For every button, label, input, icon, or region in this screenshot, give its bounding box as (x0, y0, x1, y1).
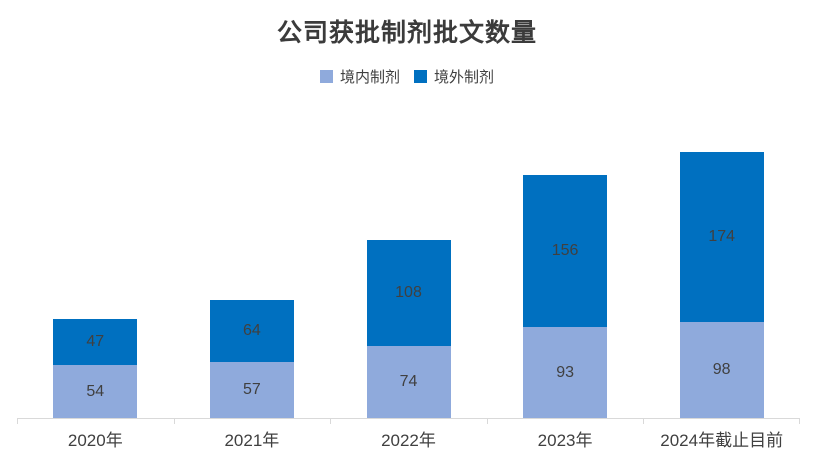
segment-境外制剂-2023年: 156 (523, 174, 608, 328)
category-label-2021年: 2021年 (224, 431, 280, 450)
data-label: 93 (556, 363, 574, 381)
segment-境外制剂-2022年: 108 (366, 240, 451, 346)
bar-2021年: 57 64 (209, 299, 294, 418)
axis-tick (486, 418, 488, 424)
axis-tick (173, 418, 175, 424)
segment-境内制剂-2024年截止目前: 98 (679, 322, 764, 418)
bar-2020年: 54 47 (53, 319, 138, 418)
legend-label-overseas: 境外制剂 (434, 69, 495, 86)
bar-2024年截止目前: 98 174 (679, 152, 764, 418)
data-label: 174 (708, 228, 736, 246)
bar-2022年: 74 108 (366, 240, 451, 418)
data-label: 54 (86, 382, 105, 400)
segment-境外制剂-2020年: 47 (53, 319, 138, 366)
data-label: 74 (399, 372, 418, 390)
segment-境内制剂-2023年: 93 (523, 327, 608, 418)
bar-2023年: 93 156 (523, 174, 608, 418)
data-label: 57 (242, 381, 261, 399)
category-label-2024年截止目前: 2024年截止目前 (660, 431, 784, 450)
segment-境内制剂-2020年: 54 (53, 365, 138, 418)
axis-tick (799, 418, 800, 424)
category-label-2022年: 2022年 (381, 431, 436, 450)
legend-item-overseas: 境外制剂 (414, 66, 494, 87)
category-label-2023年: 2023年 (537, 431, 593, 450)
data-label: 47 (86, 333, 105, 351)
legend-label-domestic: 境内制剂 (339, 69, 400, 86)
plot-area: 54 47 2020年 57 64 2021年 74 108 2022年 93 156 2023年 98… (17, 120, 800, 450)
segment-境外制剂-2024年截止目前: 174 (679, 152, 764, 323)
legend-swatch-domestic-icon (319, 70, 333, 83)
segment-境内制剂-2021年: 57 (209, 362, 294, 418)
segment-境外制剂-2021年: 64 (209, 299, 294, 363)
data-label: 64 (242, 322, 261, 340)
data-label: 98 (712, 361, 731, 379)
data-label: 108 (395, 283, 422, 301)
chart-title: 公司获批制剂批文数量 (276, 19, 537, 47)
legend-item-domestic: 境内制剂 (319, 66, 400, 87)
legend: 境内制剂 境外制剂 (0, 66, 814, 87)
legend-swatch-overseas-icon (414, 70, 427, 83)
axis-tick (643, 418, 645, 424)
category-label-2020年: 2020年 (67, 431, 123, 450)
axis-tick (330, 418, 332, 424)
segment-境内制剂-2022年: 74 (366, 345, 451, 418)
data-label: 156 (551, 241, 579, 259)
axis-tick (17, 418, 18, 424)
